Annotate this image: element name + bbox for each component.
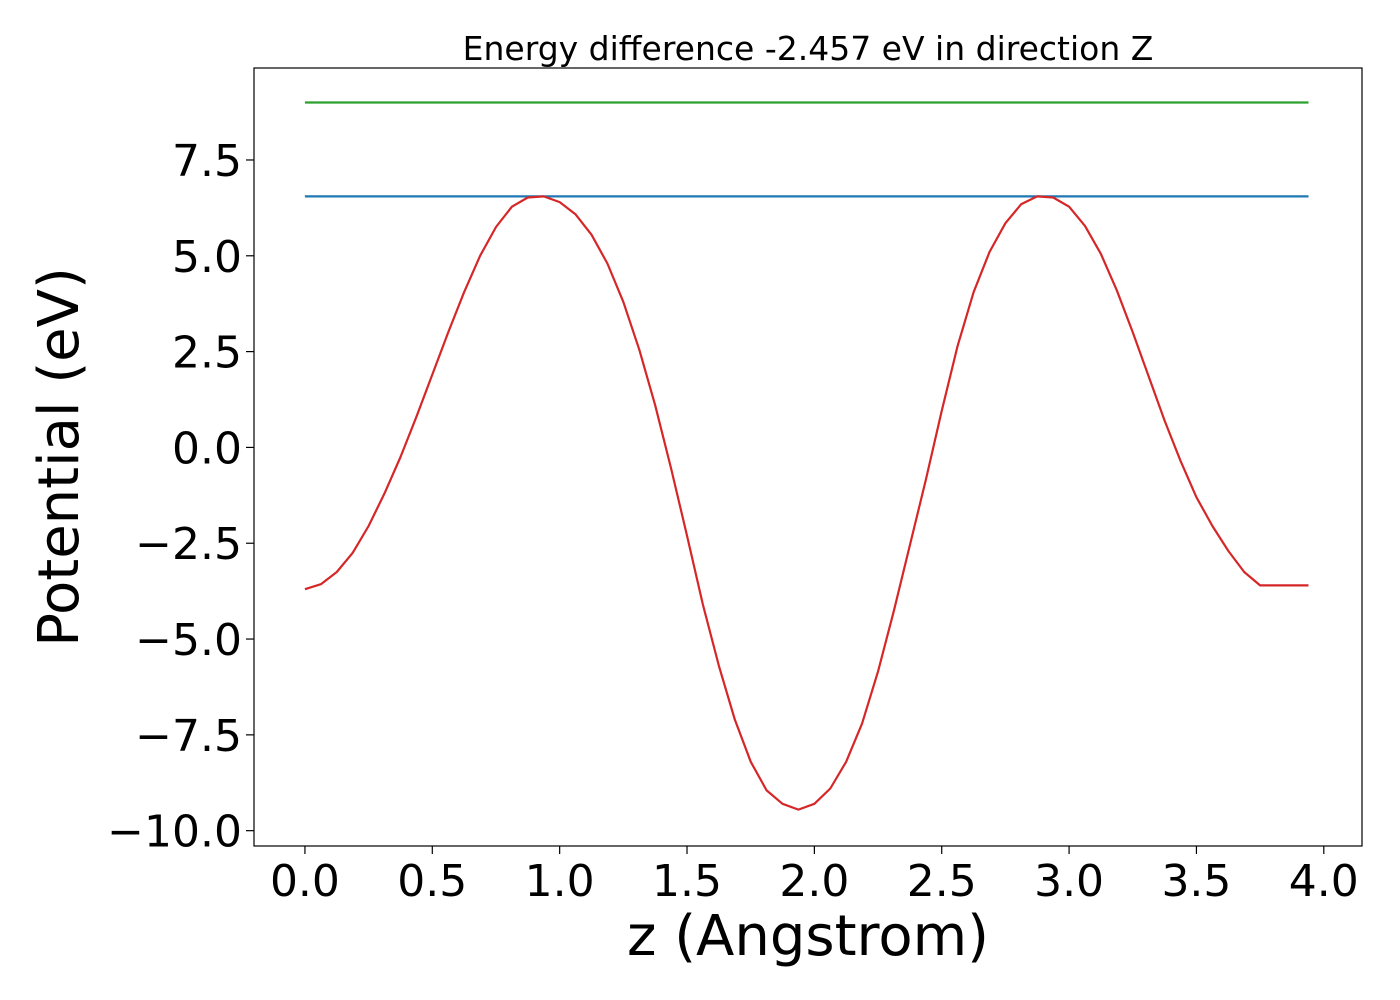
x-tick-label: 2.0 (779, 856, 849, 907)
x-tick-label: 3.0 (1034, 856, 1104, 907)
x-tick-label: 1.0 (525, 856, 595, 907)
y-tick-label: 5.0 (172, 232, 242, 283)
y-tick-label: −2.5 (135, 519, 242, 570)
x-tick-label: 1.5 (652, 856, 722, 907)
y-tick-label: 0.0 (172, 423, 242, 474)
x-tick-label: 4.0 (1289, 856, 1359, 907)
y-tick-label: −5.0 (135, 615, 242, 666)
y-tick-label: 7.5 (172, 136, 242, 187)
x-tick-label: 3.5 (1161, 856, 1231, 907)
x-axis-label: z (Angstrom) (627, 904, 989, 969)
y-tick-label: −10.0 (107, 807, 242, 858)
x-tick-label: 0.5 (397, 856, 467, 907)
chart-title: Energy difference -2.457 eV in direction… (463, 29, 1154, 68)
plot-area (253, 67, 1363, 847)
x-tick-label: 0.0 (270, 856, 340, 907)
x-tick-label: 2.5 (907, 856, 977, 907)
y-axis-label: Potential (eV) (27, 267, 92, 647)
series-line-2 (304, 195, 1309, 811)
y-tick-label: −7.5 (135, 711, 242, 762)
y-axis-ticks: −10.0 −7.5 −5.0 −2.5 0.0 2.5 5.0 7.5 (107, 136, 254, 858)
y-tick-label: 2.5 (172, 328, 242, 379)
series-layer (304, 101, 1309, 811)
x-axis-ticks: 0.0 0.5 1.0 1.5 2.0 2.5 3.0 3.5 4.0 (270, 846, 1359, 907)
